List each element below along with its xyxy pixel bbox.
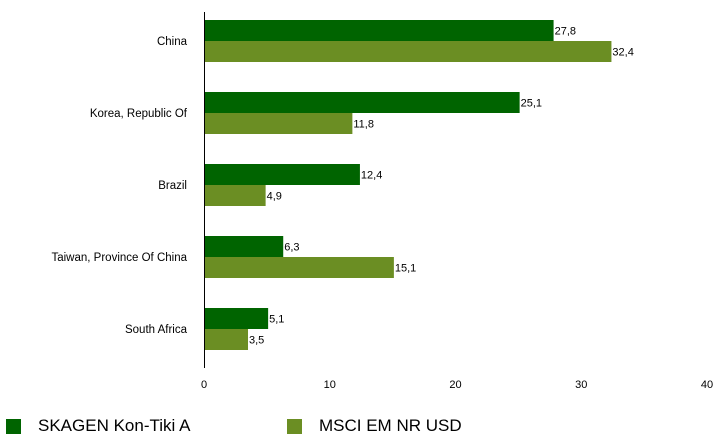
bar-msci xyxy=(205,41,612,62)
x-tick-label: 40 xyxy=(701,379,713,391)
legend-label-msci: MSCI EM NR USD xyxy=(319,416,462,435)
bar-msci xyxy=(205,185,266,206)
data-label: 32,4 xyxy=(612,47,633,59)
legend-swatch-msci xyxy=(287,418,302,434)
x-tick-label: 0 xyxy=(201,379,207,391)
bar-skagen xyxy=(205,308,269,329)
data-label: 5,1 xyxy=(269,314,284,326)
category-label: South Africa xyxy=(125,324,188,336)
data-label: 4,9 xyxy=(267,191,282,203)
bar-skagen xyxy=(205,20,554,41)
data-label: 12,4 xyxy=(361,170,382,182)
bar-skagen xyxy=(205,164,360,185)
legend-swatch-skagen xyxy=(6,418,21,434)
legend-label-skagen: SKAGEN Kon-Tiki A xyxy=(38,416,191,435)
data-label: 25,1 xyxy=(521,98,542,110)
category-label: Korea, Republic Of xyxy=(90,108,188,120)
data-label: 11,8 xyxy=(353,119,374,131)
x-tick-label: 30 xyxy=(575,379,587,391)
bar-msci xyxy=(205,257,394,278)
labels-group: China 27,8 32,4 Korea, Republic Of 25,1 11,8 B… xyxy=(51,26,713,392)
bars-group xyxy=(205,20,612,350)
data-label: 3,5 xyxy=(249,335,264,347)
legend-item-skagen: SKAGEN Kon-Tiki A xyxy=(6,416,190,436)
bar-chart: China 27,8 32,4 Korea, Republic Of 25,1 11,8 B… xyxy=(51,12,713,392)
data-label: 6,3 xyxy=(284,242,299,254)
data-label: 15,1 xyxy=(395,263,416,275)
category-label: Brazil xyxy=(158,180,187,192)
bar-msci xyxy=(205,329,249,350)
legend: SKAGEN Kon-Tiki A MSCI EM NR USD xyxy=(0,410,715,443)
category-label: Taiwan, Province Of China xyxy=(51,252,187,264)
bar-skagen xyxy=(205,236,284,257)
category-label: China xyxy=(157,36,188,48)
bar-msci xyxy=(205,113,353,134)
legend-item-msci: MSCI EM NR USD xyxy=(287,416,462,436)
data-label: 27,8 xyxy=(555,26,576,38)
x-tick-label: 20 xyxy=(449,379,461,391)
x-tick-label: 10 xyxy=(324,379,336,391)
bar-skagen xyxy=(205,92,520,113)
